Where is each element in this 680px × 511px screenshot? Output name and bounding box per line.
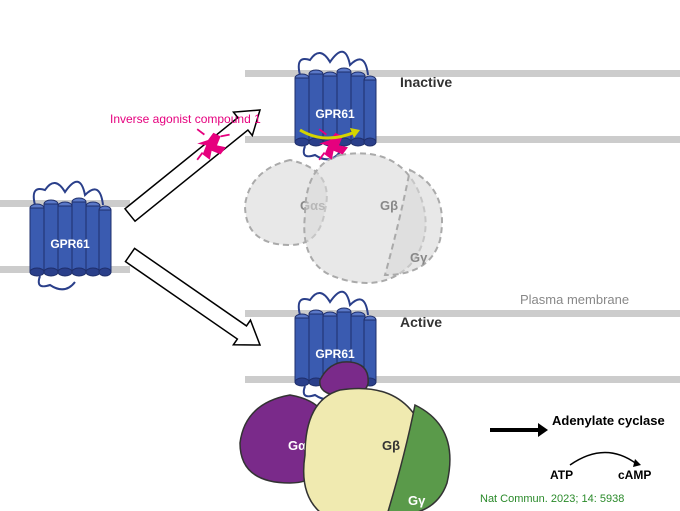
inverse-agonist-label: Inverse agonist compound 1 bbox=[110, 112, 261, 126]
misc bbox=[570, 453, 641, 468]
adenylate-cyclase-label: Adenylate cyclase bbox=[552, 413, 665, 428]
inactive-label: Inactive bbox=[400, 74, 452, 90]
camp-label: cAMP bbox=[618, 468, 651, 482]
svg-text:GPR61: GPR61 bbox=[315, 107, 355, 121]
svg-text:GPR61: GPR61 bbox=[315, 347, 355, 361]
svg-text:Gγ: Gγ bbox=[408, 493, 426, 508]
plasma-membrane-label: Plasma membrane bbox=[520, 292, 629, 307]
svg-text:Gβ: Gβ bbox=[382, 438, 400, 453]
inactive-gprotein: GαsGβGγ bbox=[197, 128, 442, 283]
svg-text:Gβ: Gβ bbox=[380, 198, 398, 213]
svg-text:GPR61: GPR61 bbox=[50, 237, 90, 251]
atp-label: ATP bbox=[550, 468, 573, 482]
active-gprotein: GαsGβGγ bbox=[240, 362, 450, 511]
svg-text:Gγ: Gγ bbox=[410, 250, 428, 265]
citation-label: Nat Commun. 2023; 14: 5938 bbox=[480, 493, 624, 505]
diagram-svg: GPR61GPR61GPR61 GαsGβGγ GαsGβGγ bbox=[0, 0, 680, 511]
diagram-canvas: GPR61GPR61GPR61 GαsGβGγ GαsGβGγ Inverse … bbox=[0, 0, 680, 511]
active-label: Active bbox=[400, 314, 442, 330]
